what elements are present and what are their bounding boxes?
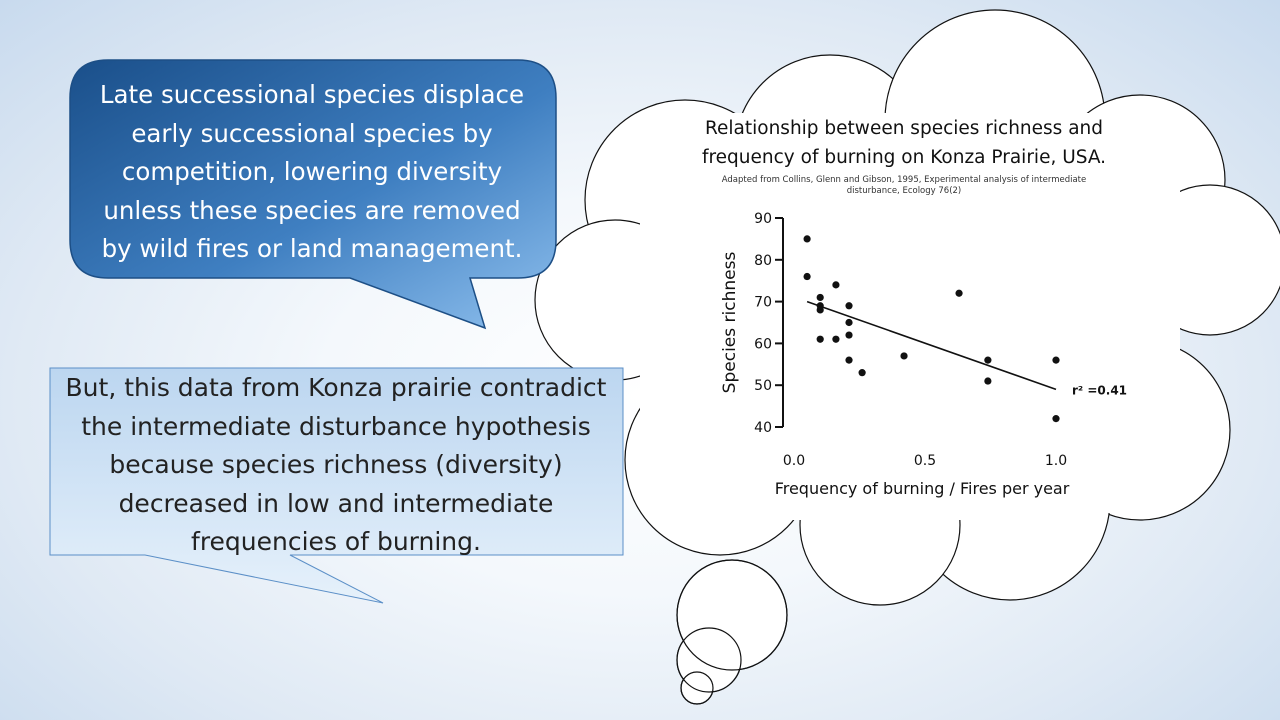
data-point	[845, 318, 853, 327]
callout-blue-line: unless these species are removed	[103, 195, 521, 225]
callout-blue-shape	[69, 59, 557, 330]
scatter-chart: Relationship between species richness an…	[664, 113, 1144, 513]
data-point	[803, 272, 811, 281]
data-point	[832, 335, 840, 343]
data-point	[845, 331, 853, 339]
r-squared-annotation: r² =0.41	[1072, 383, 1127, 397]
data-point	[816, 306, 824, 314]
data-point	[845, 302, 853, 310]
data-point	[984, 377, 992, 385]
data-point	[832, 281, 840, 289]
callout-light-text: But, this data from Konza prairie contra…	[52, 369, 620, 562]
callout-light-shape	[49, 367, 624, 604]
callout-light-line: the intermediate disturbance hypothesis	[81, 411, 591, 441]
data-point	[1052, 356, 1060, 364]
callout-light-line: frequencies of burning.	[191, 527, 481, 556]
callout-blue-line: competition, lowering diversity	[121, 157, 503, 186]
y-tick-label: 40	[754, 420, 772, 436]
data-point	[858, 369, 866, 377]
chart-source-line: disturbance, Ecology 76(2)	[846, 186, 962, 196]
data-point	[955, 289, 963, 297]
y-tick-label: 90	[754, 211, 772, 227]
callout-blue-line: Late successional species displace	[99, 80, 525, 109]
callout-light-line: because species richness (diversity)	[109, 450, 563, 479]
callout-light-line: But, this data from Konza prairie contra…	[65, 373, 607, 402]
data-point	[816, 335, 824, 343]
callout-blue-line: by wild fires or land management.	[101, 234, 523, 263]
y-tick-label: 80	[754, 253, 772, 269]
callout-blue-line: early successional species by	[131, 118, 493, 148]
y-axis-label: Species richness	[720, 252, 740, 394]
x-tick-label: 0.5	[914, 453, 936, 469]
data-point	[845, 356, 853, 364]
data-point	[1052, 415, 1060, 423]
chart-title-line: frequency of burning on Konza Prairie, U…	[701, 147, 1107, 168]
data-point	[984, 356, 992, 364]
callout-light-line: decreased in low and intermediate	[118, 488, 554, 518]
plot-area: 40 50 60 70 80 90 0.0 0.5 1.0 Species richness Fre…	[720, 211, 1127, 498]
data-point	[803, 235, 811, 243]
data-point	[816, 293, 824, 302]
callout-blue-text: Late successional species displace early…	[80, 76, 544, 269]
y-tick-label: 60	[754, 336, 772, 352]
y-tick-label: 50	[754, 378, 772, 394]
chart-title-line: Relationship between species richness an…	[704, 118, 1103, 139]
x-tick-label: 1.0	[1045, 453, 1067, 469]
chart-source-line: Adapted from Collins, Glenn and Gibson, …	[721, 175, 1087, 185]
y-tick-label: 70	[754, 295, 772, 311]
regression-line	[806, 300, 1057, 391]
x-tick-label: 0.0	[783, 453, 805, 469]
x-axis-label: Frequency of burning / Fires per year	[775, 479, 1070, 498]
data-point	[900, 352, 908, 360]
